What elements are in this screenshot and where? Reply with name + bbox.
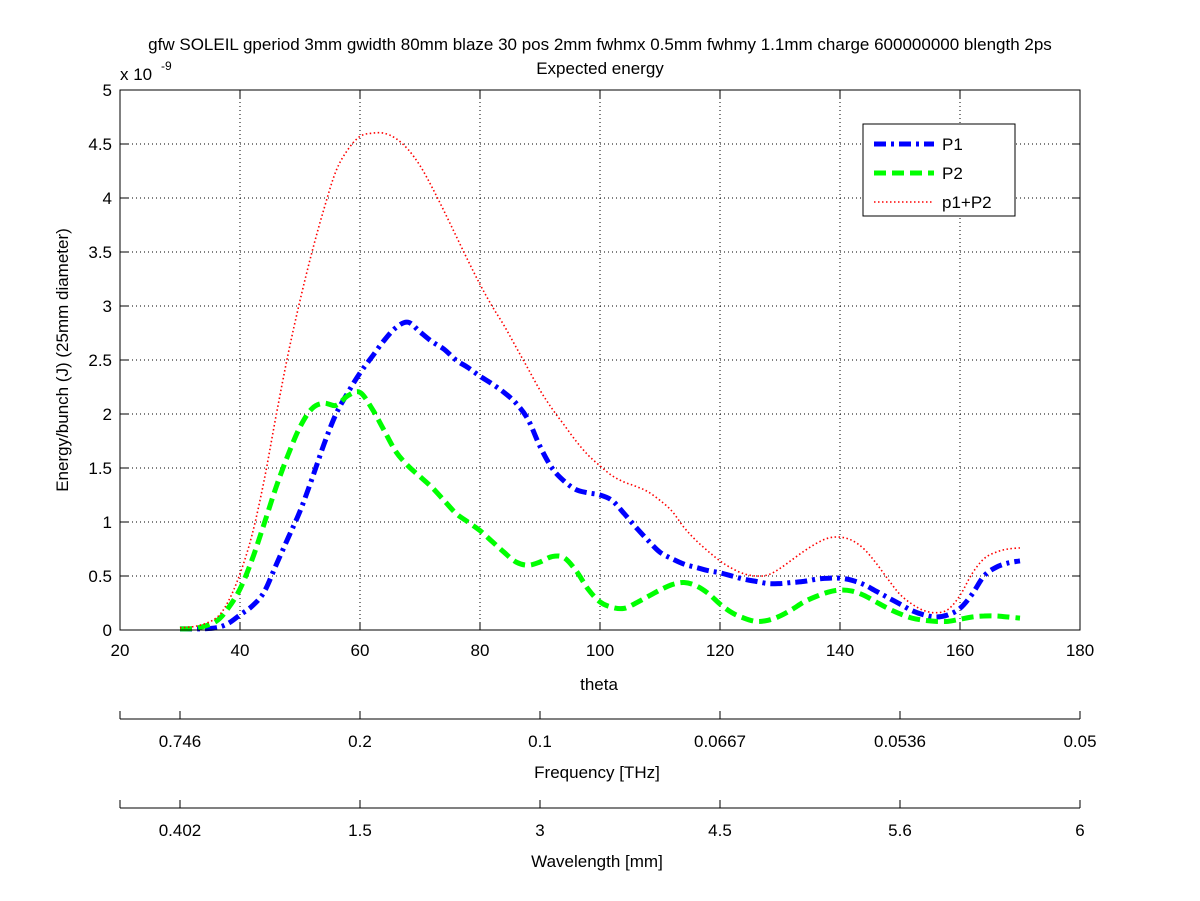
y-tick-label: 1 (103, 513, 112, 532)
legend-label-3: p1+P2 (942, 193, 992, 212)
y-tick-label: 4 (103, 189, 112, 208)
y-exponent: x 10 -9 (120, 59, 172, 84)
x-axis-label: theta (580, 675, 618, 694)
secondary-axis-tick-label: 0.402 (159, 821, 202, 840)
x-tick-label: 180 (1066, 641, 1094, 660)
x-tick-label: 160 (946, 641, 974, 660)
secondary-axis-tick-label: 0.1 (528, 732, 552, 751)
frequency-axis-label: Frequency [THz] (534, 763, 660, 782)
secondary-axis-tick-label: 5.6 (888, 821, 912, 840)
legend-label-2: P2 (942, 164, 963, 183)
x-tick-label: 100 (586, 641, 614, 660)
y-tick-label: 1.5 (88, 459, 112, 478)
y-tick-label: 3.5 (88, 243, 112, 262)
secondary-axis-tick-label: 0.05 (1063, 732, 1096, 751)
secondary-axis-tick-label: 3 (535, 821, 544, 840)
secondary-axis-tick-label: 0.0667 (694, 732, 746, 751)
y-tick-label: 3 (103, 297, 112, 316)
secondary-axis-tick-label: 1.5 (348, 821, 372, 840)
legend: P1 P2 p1+P2 (862, 123, 1016, 217)
wavelength-axis: 0.402 1.5 3 4.5 5.6 6 (119, 800, 1085, 840)
secondary-axis-tick-label: 0.0536 (874, 732, 926, 751)
chart-subtitle: Expected energy (536, 59, 664, 78)
x-tick-label: 20 (111, 641, 130, 660)
legend-label-1: P1 (942, 135, 963, 154)
y-axis-ticks: 0 0.5 1 1.5 2 2.5 3 3.5 4 4.5 5 (88, 81, 1080, 640)
chart-title: gfw SOLEIL gperiod 3mm gwidth 80mm blaze… (148, 35, 1052, 54)
y-tick-label: 0.5 (88, 567, 112, 586)
legend-box (862, 123, 1016, 217)
x-tick-label: 80 (471, 641, 490, 660)
x-tick-label: 60 (351, 641, 370, 660)
y-exponent-power: -9 (161, 59, 172, 73)
wavelength-axis-label: Wavelength [mm] (531, 852, 663, 871)
secondary-axis-tick-label: 0.746 (159, 732, 202, 751)
x-tick-label: 40 (231, 641, 250, 660)
series-layer (179, 131, 1021, 632)
series-line-3 (179, 131, 1021, 629)
frequency-axis: 0.746 0.2 0.1 0.0667 0.0536 0.05 (119, 711, 1097, 751)
x-tick-label: 140 (826, 641, 854, 660)
series-line-1 (179, 319, 1021, 632)
grid-lines (120, 90, 1080, 630)
secondary-axis-tick-label: 6 (1075, 821, 1084, 840)
y-tick-label: 2 (103, 405, 112, 424)
x-tick-label: 120 (706, 641, 734, 660)
series-line-2 (179, 389, 1021, 632)
y-tick-label: 2.5 (88, 351, 112, 370)
secondary-axis-tick-label: 4.5 (708, 821, 732, 840)
secondary-axis-tick-label: 0.2 (348, 732, 372, 751)
y-exponent-base: x 10 (120, 65, 152, 84)
y-tick-label: 4.5 (88, 135, 112, 154)
y-tick-label: 5 (103, 81, 112, 100)
x-axis-ticks: 20 40 60 80 100 120 140 160 180 (111, 90, 1094, 660)
y-tick-label: 0 (103, 621, 112, 640)
y-axis-label: Energy/bunch (J) (25mm diameter) (53, 228, 72, 492)
